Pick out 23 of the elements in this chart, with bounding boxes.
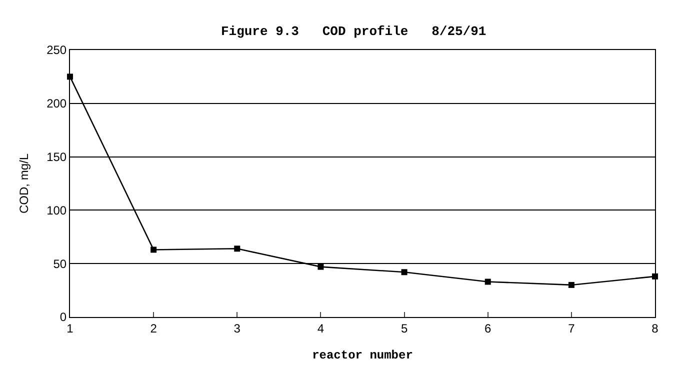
x-tick-label: 6 <box>484 321 492 336</box>
point <box>484 278 491 285</box>
y-tick-label: 250 <box>46 43 67 58</box>
y-tick-label: 150 <box>46 150 67 164</box>
y-tick-label: 50 <box>53 256 67 271</box>
point <box>568 282 574 288</box>
x-tick-label: 1 <box>66 321 74 336</box>
y-axis-title: COD, mg/L <box>16 153 31 214</box>
point <box>318 264 324 270</box>
y-tick-label: 100 <box>46 203 67 218</box>
point <box>401 269 408 276</box>
point <box>234 246 240 252</box>
x-tick-label: 8 <box>652 321 659 336</box>
y-tick-label: 0 <box>60 310 67 324</box>
x-tick-label: 4 <box>317 321 324 336</box>
x-axis-title: reactor number <box>312 348 413 362</box>
x-tick-label: 7 <box>568 321 576 336</box>
point <box>150 246 157 253</box>
x-tick-label: 2 <box>150 321 158 336</box>
chart-title: Figure 9.3 COD profile 8/25/91 <box>220 24 486 40</box>
y-tick-label: 200 <box>46 96 67 111</box>
x-tick-label: 3 <box>234 321 241 336</box>
x-tick-label: 5 <box>400 321 408 336</box>
